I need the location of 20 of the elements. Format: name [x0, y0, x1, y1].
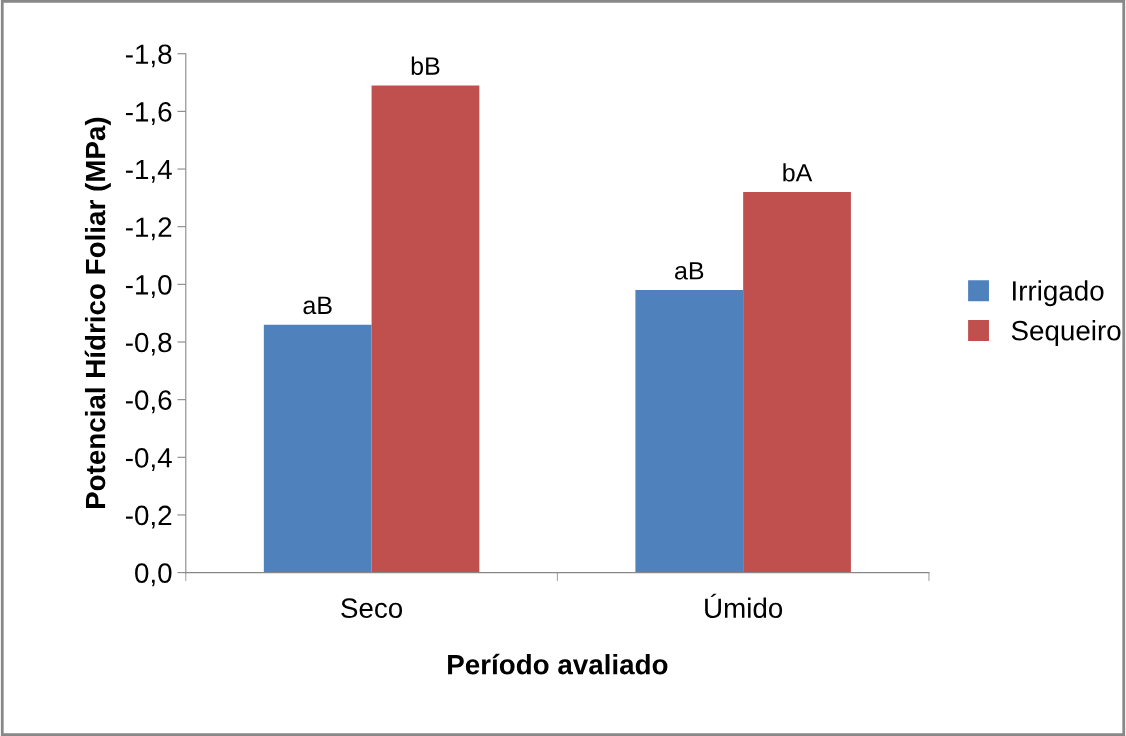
annotation: aB [303, 296, 332, 315]
y-tick-label: -0,6 [125, 390, 172, 414]
y-tick-label: -1,4 [125, 159, 172, 183]
annotation: bB [411, 56, 440, 75]
x-axis-title: Período avaliado [448, 653, 668, 675]
y-tick-label: -0,4 [125, 447, 172, 471]
x-tick-label: Úmido [705, 593, 783, 619]
y-tick-label: -0,2 [125, 505, 172, 529]
annotation: aB [675, 262, 704, 280]
y-tick-label: -0,8 [125, 332, 172, 356]
y-tick-label: -1,8 [125, 44, 172, 68]
legend-label: Sequeiro [1011, 320, 1121, 347]
y-tick-label: -1,2 [125, 217, 172, 241]
y-tick-label: -1,0 [125, 275, 172, 298]
y-axis-title: Potencial Hídrico Foliar (MPa) [84, 117, 111, 509]
y-tick-label: 0,0 [135, 563, 172, 587]
annotation: bA [783, 163, 813, 182]
legend-label: Irrigado [1013, 280, 1104, 307]
x-tick-label: Seco [341, 598, 403, 619]
y-tick-label: -1,6 [125, 102, 172, 125]
